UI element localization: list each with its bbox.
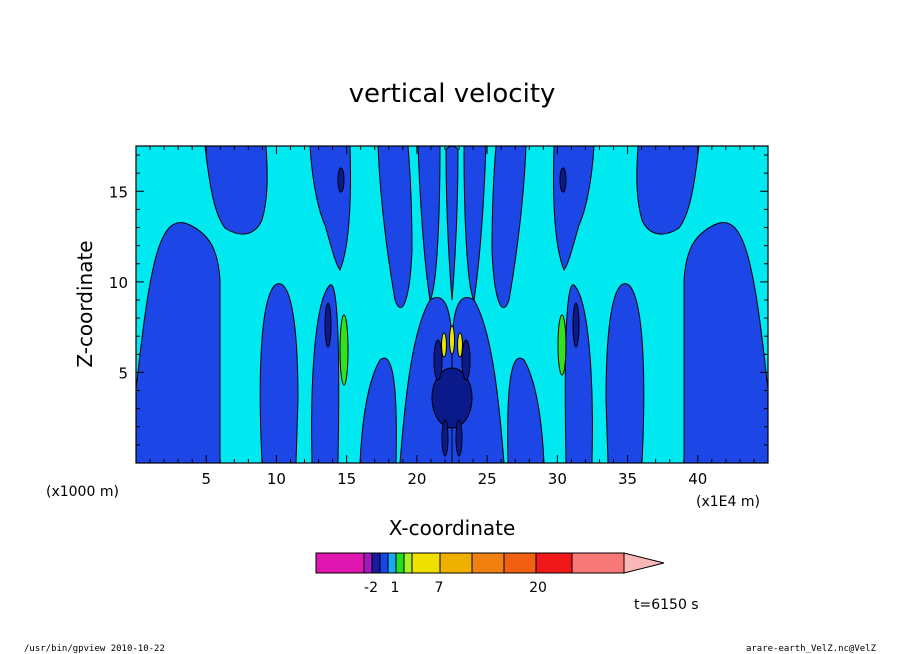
contour-region xyxy=(377,146,413,308)
colorbar-segment xyxy=(503,552,537,574)
colorbar-segment xyxy=(535,552,573,574)
contour-region xyxy=(311,284,340,463)
contour-region xyxy=(564,284,593,463)
colorbar-segment xyxy=(387,552,397,574)
contour-region xyxy=(559,167,567,193)
x-unit-right: (x1E4 m) xyxy=(696,494,760,510)
contour-region xyxy=(339,314,349,386)
time-label: t=6150 s xyxy=(634,597,699,613)
colorbar-segment xyxy=(471,552,505,574)
contour-region xyxy=(557,314,567,376)
x-axis-label: X-coordinate xyxy=(389,516,516,540)
contour-field xyxy=(136,146,768,463)
contour-region xyxy=(683,222,768,463)
contour-region xyxy=(455,419,463,457)
contour-region xyxy=(136,222,221,463)
x-tick-label: 35 xyxy=(618,470,637,488)
contour-region xyxy=(507,357,545,463)
axis-ticks: 5 10 15 20 25 30 35 40 5 10 15 xyxy=(109,146,768,488)
contour-region xyxy=(445,146,459,301)
contour-region xyxy=(463,146,487,302)
x-tick-label: 40 xyxy=(688,470,707,488)
colorbar-tick-label: 7 xyxy=(435,580,444,596)
y-tick-label: 15 xyxy=(109,183,128,201)
footer-left: /usr/bin/gpview 2010-10-22 xyxy=(24,644,165,654)
contour-region xyxy=(636,146,700,235)
contour-region xyxy=(431,367,473,429)
colorbar-tick-label: 1 xyxy=(391,580,400,596)
contour-region xyxy=(359,357,397,463)
colorbar-segment xyxy=(379,552,389,574)
contour-region xyxy=(337,167,345,193)
footer-right: arare-earth_VelZ.nc@VelZ xyxy=(746,644,877,654)
contour-region xyxy=(324,302,332,348)
colorbar-tick-label: 20 xyxy=(529,580,547,596)
colorbar-arrow xyxy=(623,552,665,574)
contour-region xyxy=(441,332,447,358)
colorbar-segment xyxy=(439,552,473,574)
contour-region xyxy=(572,302,580,348)
colorbar-segment xyxy=(315,552,365,574)
contour-region xyxy=(605,283,645,463)
colorbar-segment xyxy=(371,552,381,574)
contour-region xyxy=(461,339,471,381)
plot-frame xyxy=(135,145,769,464)
x-tick-label: 5 xyxy=(201,470,211,488)
x-tick-label: 25 xyxy=(478,470,497,488)
colorbar-tick-label: -2 xyxy=(364,580,378,596)
colorbar-segment xyxy=(395,552,405,574)
colorbar-segment xyxy=(571,552,625,574)
colorbar-segment xyxy=(363,552,373,574)
x-tick-label: 10 xyxy=(267,470,286,488)
x-tick-label: 30 xyxy=(548,470,567,488)
contour-region xyxy=(441,419,449,457)
y-tick-label: 10 xyxy=(109,274,128,292)
plot-area xyxy=(135,145,769,464)
chart-title: vertical velocity xyxy=(349,79,556,109)
x-unit-left: (x1000 m) xyxy=(46,484,119,500)
contour-region xyxy=(259,283,299,463)
x-tick-label: 20 xyxy=(407,470,426,488)
x-tick-label: 15 xyxy=(337,470,356,488)
y-tick-label: 5 xyxy=(118,364,128,382)
contour-region xyxy=(204,146,268,235)
contour-region xyxy=(491,146,527,308)
colorbar-segment xyxy=(403,552,413,574)
y-axis-label: Z-coordinate xyxy=(73,240,97,367)
contour-region xyxy=(417,146,441,302)
contour-region xyxy=(449,325,455,355)
colorbar: -2 1 7 20 xyxy=(315,552,665,596)
contour-region xyxy=(457,332,463,358)
colorbar-segment xyxy=(411,552,441,574)
contour-region xyxy=(433,339,443,381)
